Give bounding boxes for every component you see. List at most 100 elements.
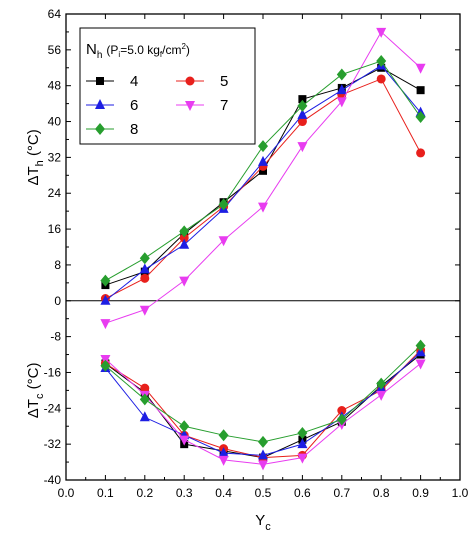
series-line-cold <box>105 358 421 465</box>
data-point-cold <box>179 435 190 446</box>
y-tick-label: 40 <box>48 115 62 129</box>
legend-marker <box>185 101 195 111</box>
data-point-hot <box>258 140 268 153</box>
legend-title: Nh (Pi=5.0 kgf/cm2) <box>86 41 190 61</box>
data-point-hot <box>376 27 387 38</box>
data-point-hot <box>336 97 347 108</box>
legend-label: 8 <box>130 121 138 138</box>
y-tick-label: 48 <box>48 79 62 93</box>
legend-label: 7 <box>220 97 228 114</box>
data-point-cold <box>258 460 268 471</box>
series-8 <box>100 55 426 448</box>
data-point-hot <box>100 294 111 305</box>
x-tick-label: 0.7 <box>333 486 350 500</box>
y-tick-label: -16 <box>44 365 62 379</box>
x-tick-label: 1.0 <box>452 486 469 500</box>
data-point-hot <box>139 252 150 265</box>
legend-entry-7: 7 <box>176 97 228 114</box>
data-point-hot <box>297 117 307 127</box>
legend-entry-5: 5 <box>176 73 228 90</box>
y-tick-label: -8 <box>50 330 61 344</box>
data-point-cold <box>140 383 150 393</box>
y-axis-title-bottom: ΔTc (°C) <box>25 363 46 419</box>
data-point-cold <box>297 438 308 449</box>
data-point-hot <box>297 108 308 119</box>
data-point-cold <box>218 429 229 442</box>
data-point-hot <box>218 236 229 247</box>
data-point-cold <box>415 339 426 352</box>
legend-entry-6: 6 <box>86 97 138 114</box>
y-axis-title-top: ΔTh (°C) <box>25 129 46 185</box>
data-point-hot <box>179 238 190 249</box>
data-point-hot <box>297 99 308 112</box>
data-point-cold <box>297 453 308 464</box>
data-point-cold <box>376 377 387 390</box>
x-tick-label: 0.9 <box>412 486 429 500</box>
data-point-hot <box>258 202 268 213</box>
legend-marker <box>185 76 195 86</box>
data-point-hot <box>336 84 347 95</box>
legend-marker <box>95 99 105 109</box>
data-point-cold <box>297 426 308 439</box>
x-tick-label: 0.6 <box>294 486 311 500</box>
data-point-hot <box>139 263 150 274</box>
data-point-cold <box>139 393 150 406</box>
data-point-cold <box>258 435 268 448</box>
data-point-cold <box>100 359 111 372</box>
x-tick-label: 0.8 <box>373 486 390 500</box>
data-point-hot <box>100 319 111 330</box>
x-tick-label: 0.4 <box>215 486 232 500</box>
x-tick-label: 0.2 <box>136 486 153 500</box>
data-point-hot <box>179 276 190 287</box>
data-point-cold <box>218 455 229 466</box>
data-point-hot <box>336 68 347 81</box>
legend-entry-8: 8 <box>86 121 138 138</box>
y-tick-label: 64 <box>48 7 62 21</box>
data-point-hot <box>218 198 229 211</box>
x-tick-label: 0.5 <box>255 486 272 500</box>
data-point-hot <box>258 155 268 166</box>
data-point-hot <box>415 63 426 74</box>
y-tick-label: 32 <box>48 150 62 164</box>
x-tick-label: 0.1 <box>97 486 114 500</box>
y-tick-label: -24 <box>44 401 62 415</box>
data-point-cold <box>337 406 347 416</box>
y-tick-label: 8 <box>54 258 61 272</box>
data-point-hot <box>100 274 111 287</box>
data-point-hot <box>416 148 426 158</box>
x-tick-label: 0.3 <box>176 486 193 500</box>
data-point-hot <box>139 305 150 316</box>
legend-label: 6 <box>130 97 138 114</box>
y-tick-label: -32 <box>44 437 62 451</box>
data-point-cold <box>179 420 190 433</box>
legend-marker <box>95 123 105 135</box>
legend-label: 4 <box>130 73 138 90</box>
data-point-cold <box>258 449 268 460</box>
axes-group: 0.0 0.1 0.2 0.3 0.4 0.5 0.6 0.7 0.8 0.9 1.0 -40 -32 -… <box>25 7 469 533</box>
data-point-cold <box>139 411 150 422</box>
data-point-hot <box>298 95 307 104</box>
data-point-hot <box>376 74 386 84</box>
legend-label: 5 <box>220 73 228 90</box>
legend-marker <box>96 77 104 85</box>
data-point-cold <box>415 359 426 370</box>
data-point-cold <box>336 413 347 426</box>
data-point-hot <box>179 225 190 238</box>
series-group <box>100 27 426 471</box>
x-axis-title: Yc <box>255 512 271 533</box>
legend-entry-4: 4 <box>86 73 138 90</box>
data-point-hot <box>416 86 425 95</box>
data-point-hot <box>179 233 189 243</box>
y-tick-label: 24 <box>48 186 62 200</box>
data-point-hot <box>415 111 426 124</box>
y-tick-label: 56 <box>48 43 62 57</box>
y-tick-label: -40 <box>44 473 62 487</box>
y-tick-label: 16 <box>48 222 62 236</box>
legend: Nh (Pi=5.0 kgf/cm2) 4 5 6 7 8 <box>79 27 256 145</box>
data-point-cold <box>376 390 387 401</box>
data-point-cold <box>218 447 229 458</box>
y-tick-label: 0 <box>54 294 61 308</box>
data-point-hot <box>376 55 387 68</box>
data-point-hot <box>297 142 308 153</box>
